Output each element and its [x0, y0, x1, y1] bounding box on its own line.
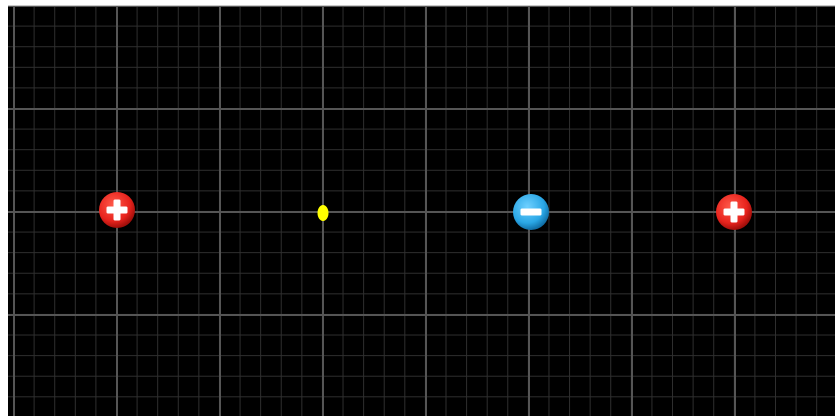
- negative-charge[interactable]: [512, 193, 550, 231]
- simulation-canvas[interactable]: [8, 5, 835, 416]
- minus-icon: [513, 194, 549, 230]
- plus-icon: [99, 192, 135, 228]
- yellow-particle[interactable]: [317, 205, 329, 221]
- plus-icon: [716, 194, 752, 230]
- positive-charge-left[interactable]: [98, 191, 136, 229]
- positive-charge-right[interactable]: [715, 193, 753, 231]
